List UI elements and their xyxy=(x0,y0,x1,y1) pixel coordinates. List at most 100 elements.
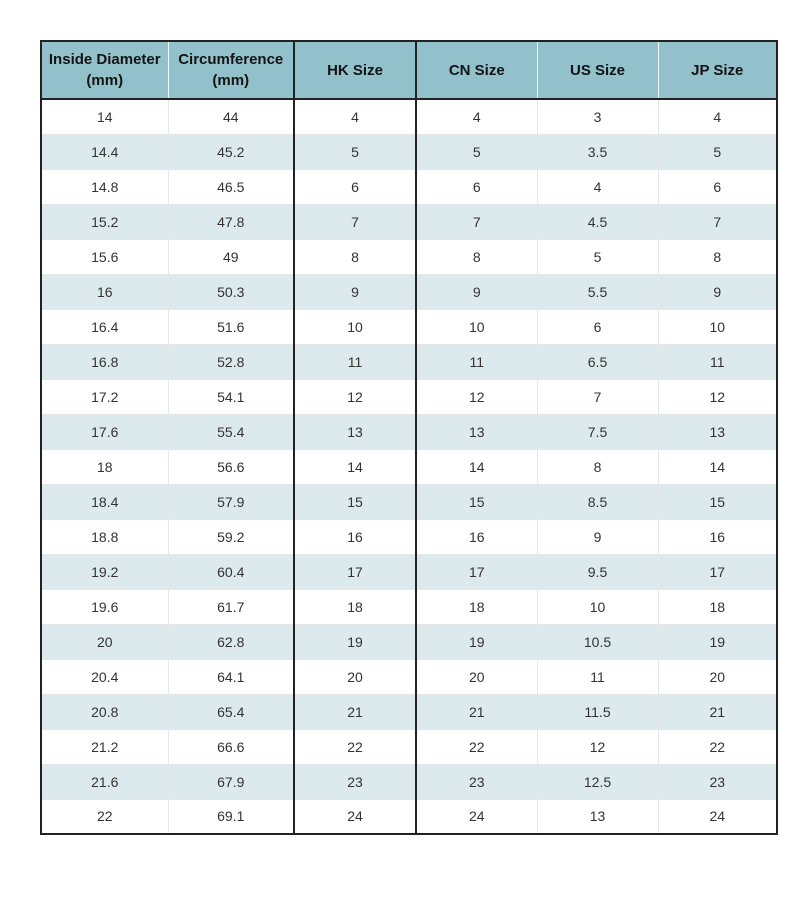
cell-us_size: 4 xyxy=(536,168,658,204)
cell-inside_diameter_mm: 18.8 xyxy=(41,518,168,554)
cell-inside_diameter_mm: 16 xyxy=(41,273,168,309)
table-row: 18 56.6 14 14 8 14 xyxy=(41,448,777,484)
cell-us_size: 6.5 xyxy=(536,343,658,379)
cell-jp_size: 12 xyxy=(657,378,777,414)
cell-jp_size: 16 xyxy=(657,518,777,554)
cell-circumference_mm: 45.2 xyxy=(167,133,294,169)
column-header-circumference_mm: Circumference (mm) xyxy=(167,41,294,100)
cell-inside_diameter_mm: 16.8 xyxy=(41,343,168,379)
cell-us_size: 8.5 xyxy=(536,483,658,519)
cell-inside_diameter_mm: 20.4 xyxy=(41,658,168,694)
table-row: 19.6 61.7 18 18 10 18 xyxy=(41,588,777,624)
cell-us_size: 13 xyxy=(536,798,658,834)
cell-jp_size: 17 xyxy=(657,553,777,589)
cell-inside_diameter_mm: 19.6 xyxy=(41,588,168,624)
cell-circumference_mm: 50.3 xyxy=(167,273,294,309)
cell-cn_size: 20 xyxy=(415,658,537,694)
cell-us_size: 12 xyxy=(536,728,658,764)
cell-us_size: 10.5 xyxy=(536,623,658,659)
cell-cn_size: 4 xyxy=(415,98,537,134)
table-row: 14 44 4 4 3 4 xyxy=(41,98,777,134)
cell-inside_diameter_mm: 18 xyxy=(41,448,168,484)
cell-hk_size: 17 xyxy=(293,553,417,589)
column-header-cn_size: CN Size xyxy=(415,41,537,100)
table-row: 20.8 65.4 21 21 11.5 21 xyxy=(41,693,777,729)
cell-cn_size: 9 xyxy=(415,273,537,309)
cell-circumference_mm: 51.6 xyxy=(167,308,294,344)
cell-jp_size: 18 xyxy=(657,588,777,624)
cell-jp_size: 24 xyxy=(657,798,777,834)
table-row: 16.4 51.6 10 10 6 10 xyxy=(41,308,777,344)
column-header-jp_size: JP Size xyxy=(657,41,777,100)
column-header-hk_size: HK Size xyxy=(293,41,417,100)
cell-jp_size: 11 xyxy=(657,343,777,379)
cell-jp_size: 10 xyxy=(657,308,777,344)
cell-inside_diameter_mm: 15.2 xyxy=(41,203,168,239)
cell-cn_size: 24 xyxy=(415,798,537,834)
table-row: 15.6 49 8 8 5 8 xyxy=(41,238,777,274)
cell-us_size: 11 xyxy=(536,658,658,694)
cell-circumference_mm: 59.2 xyxy=(167,518,294,554)
cell-jp_size: 5 xyxy=(657,133,777,169)
cell-us_size: 11.5 xyxy=(536,693,658,729)
cell-inside_diameter_mm: 14.8 xyxy=(41,168,168,204)
cell-us_size: 12.5 xyxy=(536,763,658,799)
cell-cn_size: 23 xyxy=(415,763,537,799)
cell-us_size: 3 xyxy=(536,98,658,134)
cell-hk_size: 14 xyxy=(293,448,417,484)
cell-jp_size: 6 xyxy=(657,168,777,204)
cell-cn_size: 13 xyxy=(415,413,537,449)
cell-inside_diameter_mm: 21.6 xyxy=(41,763,168,799)
cell-inside_diameter_mm: 17.2 xyxy=(41,378,168,414)
cell-us_size: 6 xyxy=(536,308,658,344)
cell-hk_size: 20 xyxy=(293,658,417,694)
cell-jp_size: 7 xyxy=(657,203,777,239)
table-row: 15.2 47.8 7 7 4.5 7 xyxy=(41,203,777,239)
cell-hk_size: 4 xyxy=(293,98,417,134)
cell-cn_size: 16 xyxy=(415,518,537,554)
cell-circumference_mm: 56.6 xyxy=(167,448,294,484)
cell-circumference_mm: 52.8 xyxy=(167,343,294,379)
cell-hk_size: 19 xyxy=(293,623,417,659)
cell-us_size: 10 xyxy=(536,588,658,624)
cell-jp_size: 19 xyxy=(657,623,777,659)
table-row: 16.8 52.8 11 11 6.5 11 xyxy=(41,343,777,379)
cell-jp_size: 23 xyxy=(657,763,777,799)
cell-inside_diameter_mm: 19.2 xyxy=(41,553,168,589)
table-row: 18.8 59.2 16 16 9 16 xyxy=(41,518,777,554)
cell-cn_size: 19 xyxy=(415,623,537,659)
table-row: 17.2 54.1 12 12 7 12 xyxy=(41,378,777,414)
cell-cn_size: 10 xyxy=(415,308,537,344)
cell-hk_size: 24 xyxy=(293,798,417,834)
cell-circumference_mm: 65.4 xyxy=(167,693,294,729)
cell-us_size: 7.5 xyxy=(536,413,658,449)
header-row: Inside Diameter (mm) Circumference (mm) HK… xyxy=(41,41,777,100)
cell-circumference_mm: 57.9 xyxy=(167,483,294,519)
cell-circumference_mm: 55.4 xyxy=(167,413,294,449)
cell-jp_size: 14 xyxy=(657,448,777,484)
ring-size-conversion-table: Inside Diameter (mm) Circumference (mm) HK… xyxy=(40,40,778,835)
cell-cn_size: 17 xyxy=(415,553,537,589)
cell-hk_size: 8 xyxy=(293,238,417,274)
cell-inside_diameter_mm: 14.4 xyxy=(41,133,168,169)
cell-inside_diameter_mm: 21.2 xyxy=(41,728,168,764)
cell-hk_size: 6 xyxy=(293,168,417,204)
cell-hk_size: 13 xyxy=(293,413,417,449)
cell-circumference_mm: 61.7 xyxy=(167,588,294,624)
cell-hk_size: 9 xyxy=(293,273,417,309)
cell-cn_size: 5 xyxy=(415,133,537,169)
cell-cn_size: 8 xyxy=(415,238,537,274)
cell-jp_size: 9 xyxy=(657,273,777,309)
cell-us_size: 9.5 xyxy=(536,553,658,589)
table-row: 21.2 66.6 22 22 12 22 xyxy=(41,728,777,764)
cell-cn_size: 15 xyxy=(415,483,537,519)
cell-inside_diameter_mm: 17.6 xyxy=(41,413,168,449)
cell-hk_size: 22 xyxy=(293,728,417,764)
cell-circumference_mm: 46.5 xyxy=(167,168,294,204)
cell-inside_diameter_mm: 16.4 xyxy=(41,308,168,344)
table-row: 16 50.3 9 9 5.5 9 xyxy=(41,273,777,309)
cell-hk_size: 21 xyxy=(293,693,417,729)
cell-inside_diameter_mm: 18.4 xyxy=(41,483,168,519)
table-row: 17.6 55.4 13 13 7.5 13 xyxy=(41,413,777,449)
